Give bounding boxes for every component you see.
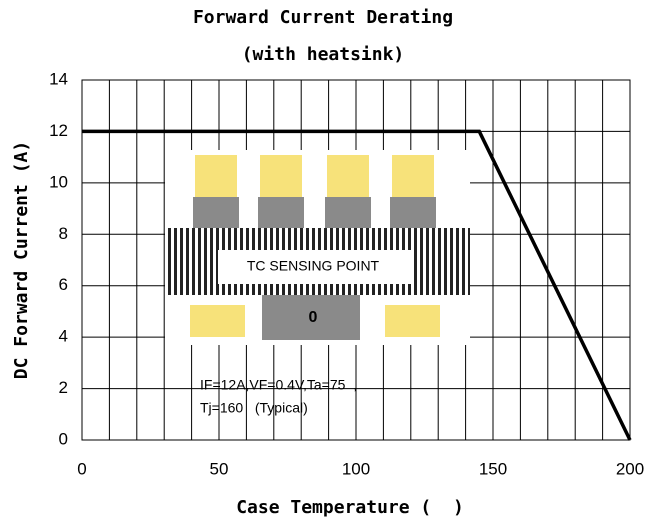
pin bbox=[327, 155, 369, 197]
x-tick-label: 150 bbox=[479, 459, 507, 478]
x-tick-label: 200 bbox=[616, 459, 644, 478]
body bbox=[262, 295, 360, 340]
pin bbox=[260, 155, 302, 197]
y-tick-label: 8 bbox=[59, 224, 68, 243]
cylinder bbox=[390, 197, 436, 229]
x-axis-label: Case Temperature ( ) bbox=[236, 497, 464, 518]
annotation: TC SENSING POINT bbox=[247, 258, 380, 274]
cylinder bbox=[193, 197, 239, 229]
annotation: Tj=160 (Typical) bbox=[200, 400, 308, 416]
pin bbox=[190, 305, 245, 337]
pin bbox=[392, 155, 434, 197]
chart-title: Forward Current Derating bbox=[193, 7, 453, 28]
label-box bbox=[218, 250, 413, 284]
x-tick-label: 50 bbox=[210, 459, 229, 478]
plot-frame bbox=[81, 79, 631, 441]
y-tick-label: 2 bbox=[59, 378, 68, 397]
y-tick-label: 12 bbox=[49, 121, 68, 140]
y-tick-label: 0 bbox=[59, 429, 68, 448]
chart-subtitle: (with heatsink) bbox=[242, 44, 405, 65]
x-tick-label: 100 bbox=[342, 459, 370, 478]
pin bbox=[195, 155, 237, 197]
package-illustration: TC SENSING POINT 0 IF=12A,VF=0.4V,Ta=75 … bbox=[165, 150, 470, 416]
y-tick-label: 10 bbox=[49, 172, 68, 191]
y-axis-label: DC Forward Current (A) bbox=[11, 141, 32, 379]
cylinder bbox=[325, 197, 371, 229]
y-tick-label: 4 bbox=[59, 327, 68, 346]
cylinder bbox=[258, 197, 304, 229]
pin bbox=[385, 305, 440, 337]
annotation: IF=12A,VF=0.4V,Ta=75 , bbox=[200, 377, 357, 393]
annotation: 0 bbox=[309, 309, 318, 326]
y-tick-label: 6 bbox=[59, 275, 68, 294]
x-tick-label: 0 bbox=[77, 459, 86, 478]
y-tick-label: 14 bbox=[49, 69, 68, 88]
derating-line bbox=[82, 129, 632, 441]
